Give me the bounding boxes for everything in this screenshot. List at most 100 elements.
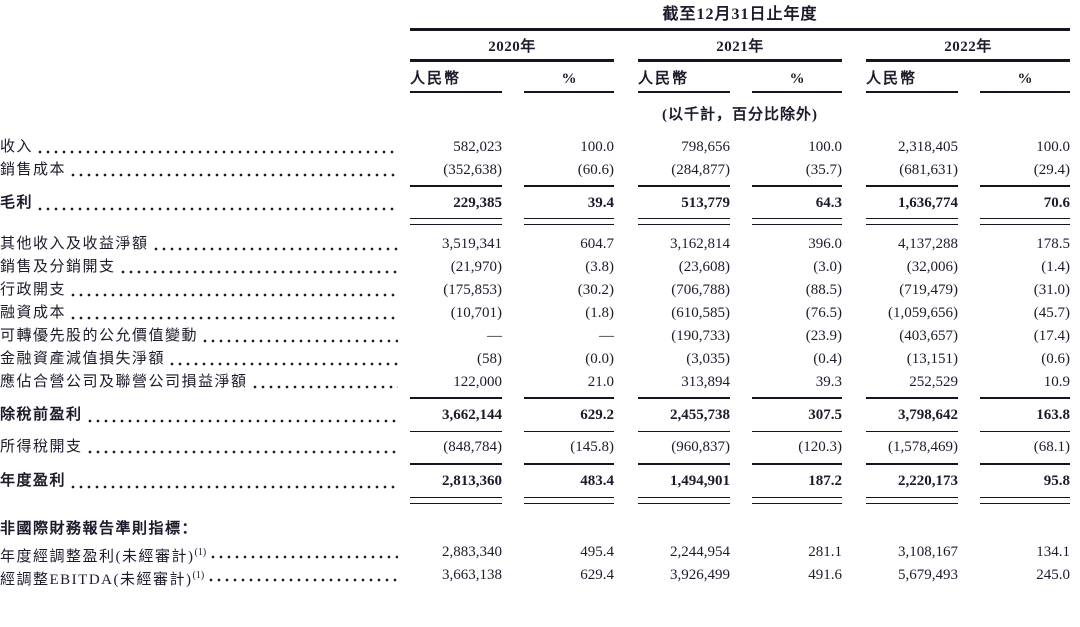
- rule-segment: [524, 497, 614, 505]
- cell-2021-pct: 491.6: [808, 567, 842, 584]
- col-rule: [980, 90, 1070, 93]
- rule-segment: [410, 430, 502, 433]
- col-header-pct-2021: %: [789, 70, 805, 87]
- col-rule: [866, 90, 958, 93]
- cell-2021-rmb: 3,926,499: [670, 567, 730, 584]
- cell-2020-pct: (60.6): [577, 162, 614, 178]
- cell-2022-pct: 163.8: [1036, 406, 1070, 423]
- table-row-adjusted-ebitda: 經調整EBITDA(未經審計)(1) 3,663,138 629.4 3,926…: [0, 564, 1080, 589]
- dot-leader: [71, 315, 398, 320]
- table-row-finance-costs: 融資成本 (10,701) (1.8) (610,585) (76.5) (1,…: [0, 302, 1080, 325]
- cell-2021-rmb: 798,656: [681, 139, 730, 155]
- rule-segment: [524, 185, 614, 187]
- rule-segment: [866, 396, 958, 399]
- rule-segment: [524, 217, 614, 225]
- row-label: 經調整EBITDA(未經審計)(1): [0, 564, 204, 589]
- cell-2022-pct: 10.9: [1043, 373, 1070, 390]
- rule-segment: [980, 463, 1070, 466]
- year-header-2022: 2022年: [944, 39, 992, 55]
- row-label: 銷售成本: [0, 162, 67, 178]
- rule-segment: [410, 217, 502, 225]
- cell-2020-rmb: 582,023: [453, 139, 502, 155]
- rule-segment: [752, 463, 842, 466]
- column-rules: [410, 90, 1070, 93]
- cell-2022-rmb: (32,006): [906, 258, 958, 275]
- row-label: 非國際財務報告準則指標：: [0, 521, 199, 538]
- table-row-income-tax: 所得稅開支 (848,784) (145.8) (960,837) (120.3…: [0, 436, 1080, 459]
- cell-2022-rmb: (1,578,469): [888, 439, 958, 456]
- double-rule: [410, 217, 1080, 225]
- cell-2020-pct: (1.8): [585, 304, 614, 321]
- rule-segment: [410, 463, 502, 466]
- year-rule-2021: [638, 59, 842, 62]
- cell-2021-pct: (76.5): [805, 304, 842, 321]
- cell-2020-rmb: 229,385: [453, 194, 502, 211]
- rule-segment: [752, 185, 842, 187]
- subtotal-rule: [410, 430, 1080, 433]
- cell-2022-pct: (29.4): [1033, 162, 1070, 178]
- year-rule-2020: [410, 59, 614, 62]
- cell-2021-pct: (120.3): [798, 439, 842, 456]
- col-rule: [524, 90, 614, 93]
- cell-2021-pct: (35.7): [805, 162, 842, 178]
- table-row-fv-change-preferred-shares: 可轉優先股的公允價值變動 — — (190,733) (23.9) (403,6…: [0, 325, 1080, 348]
- cell-2020-pct: 629.2: [580, 406, 614, 423]
- row-label-text: 經調整EBITDA(未經審計): [0, 572, 193, 589]
- rule-segment: [638, 430, 730, 433]
- cell-2020-pct: (30.2): [577, 281, 614, 298]
- cell-2020-pct: 21.0: [587, 373, 614, 390]
- cell-2021-pct: 187.2: [808, 473, 842, 490]
- dot-leader: [170, 361, 398, 366]
- cell-2021-rmb: (190,733): [671, 327, 730, 344]
- dot-leader: [87, 418, 398, 423]
- cell-2020-pct: (0.0): [585, 350, 614, 367]
- cell-2020-pct: 495.4: [580, 544, 614, 561]
- cell-2022-rmb: (13,151): [906, 350, 958, 367]
- rule-segment: [866, 185, 958, 187]
- subtotal-rule: [410, 185, 1080, 187]
- rule-segment: [980, 217, 1070, 225]
- row-label: 除稅前盈利: [0, 406, 83, 423]
- rule-segment: [752, 396, 842, 399]
- cell-2021-rmb: 3,162,814: [670, 235, 730, 252]
- year-rules: [410, 59, 1070, 62]
- dot-leader: [211, 555, 398, 560]
- cell-2021-rmb: (706,788): [671, 281, 730, 298]
- year-header-2020: 2020年: [488, 39, 536, 55]
- col-header-pct-2022: %: [1017, 70, 1033, 87]
- cell-2020-pct: 483.4: [580, 473, 614, 490]
- dot-leader: [252, 384, 398, 389]
- dot-leader: [71, 173, 398, 177]
- rule-segment: [638, 217, 730, 225]
- cell-2020-pct: —: [599, 327, 614, 344]
- column-header-row: 人民幣 % 人民幣 % 人民幣 %: [410, 70, 1070, 88]
- dot-leader: [203, 338, 398, 343]
- cell-2020-pct: (3.8): [585, 258, 614, 275]
- rule-segment: [980, 185, 1070, 187]
- row-label: 毛利: [0, 194, 34, 211]
- rule-segment: [752, 497, 842, 505]
- rule-segment: [638, 396, 730, 399]
- cell-2021-rmb: 313,894: [681, 373, 730, 390]
- cell-2021-pct: 396.0: [808, 235, 842, 252]
- cell-2022-rmb: (403,657): [899, 327, 958, 344]
- col-header-rmb-2021: 人民幣: [638, 70, 690, 87]
- table-title: 截至12月31日止年度: [662, 6, 818, 23]
- cell-2022-pct: (0.6): [1041, 350, 1070, 367]
- row-label: 年度盈利: [0, 473, 67, 490]
- table-row-admin-expenses: 行政開支 (175,853) (30.2) (706,788) (88.5) (…: [0, 279, 1080, 302]
- table-row-gross-profit: 毛利 229,385 39.4 513,779 64.3 1,636,774 7…: [0, 190, 1080, 216]
- row-label: 所得稅開支: [0, 439, 83, 456]
- cell-2020-rmb: (21,970): [450, 258, 502, 275]
- year-rule-2022: [866, 59, 1070, 62]
- cell-2020-rmb: 3,662,144: [442, 406, 502, 423]
- col-rule: [410, 90, 502, 93]
- row-label: 行政開支: [0, 281, 67, 298]
- row-label: 金融資產減值損失淨額: [0, 350, 166, 367]
- cell-2021-pct: 307.5: [808, 406, 842, 423]
- cell-2021-pct: (0.4): [813, 350, 842, 367]
- cell-2022-rmb: 3,798,642: [898, 406, 958, 423]
- cell-2022-pct: 178.5: [1036, 235, 1070, 252]
- cell-2022-pct: (31.0): [1033, 281, 1070, 298]
